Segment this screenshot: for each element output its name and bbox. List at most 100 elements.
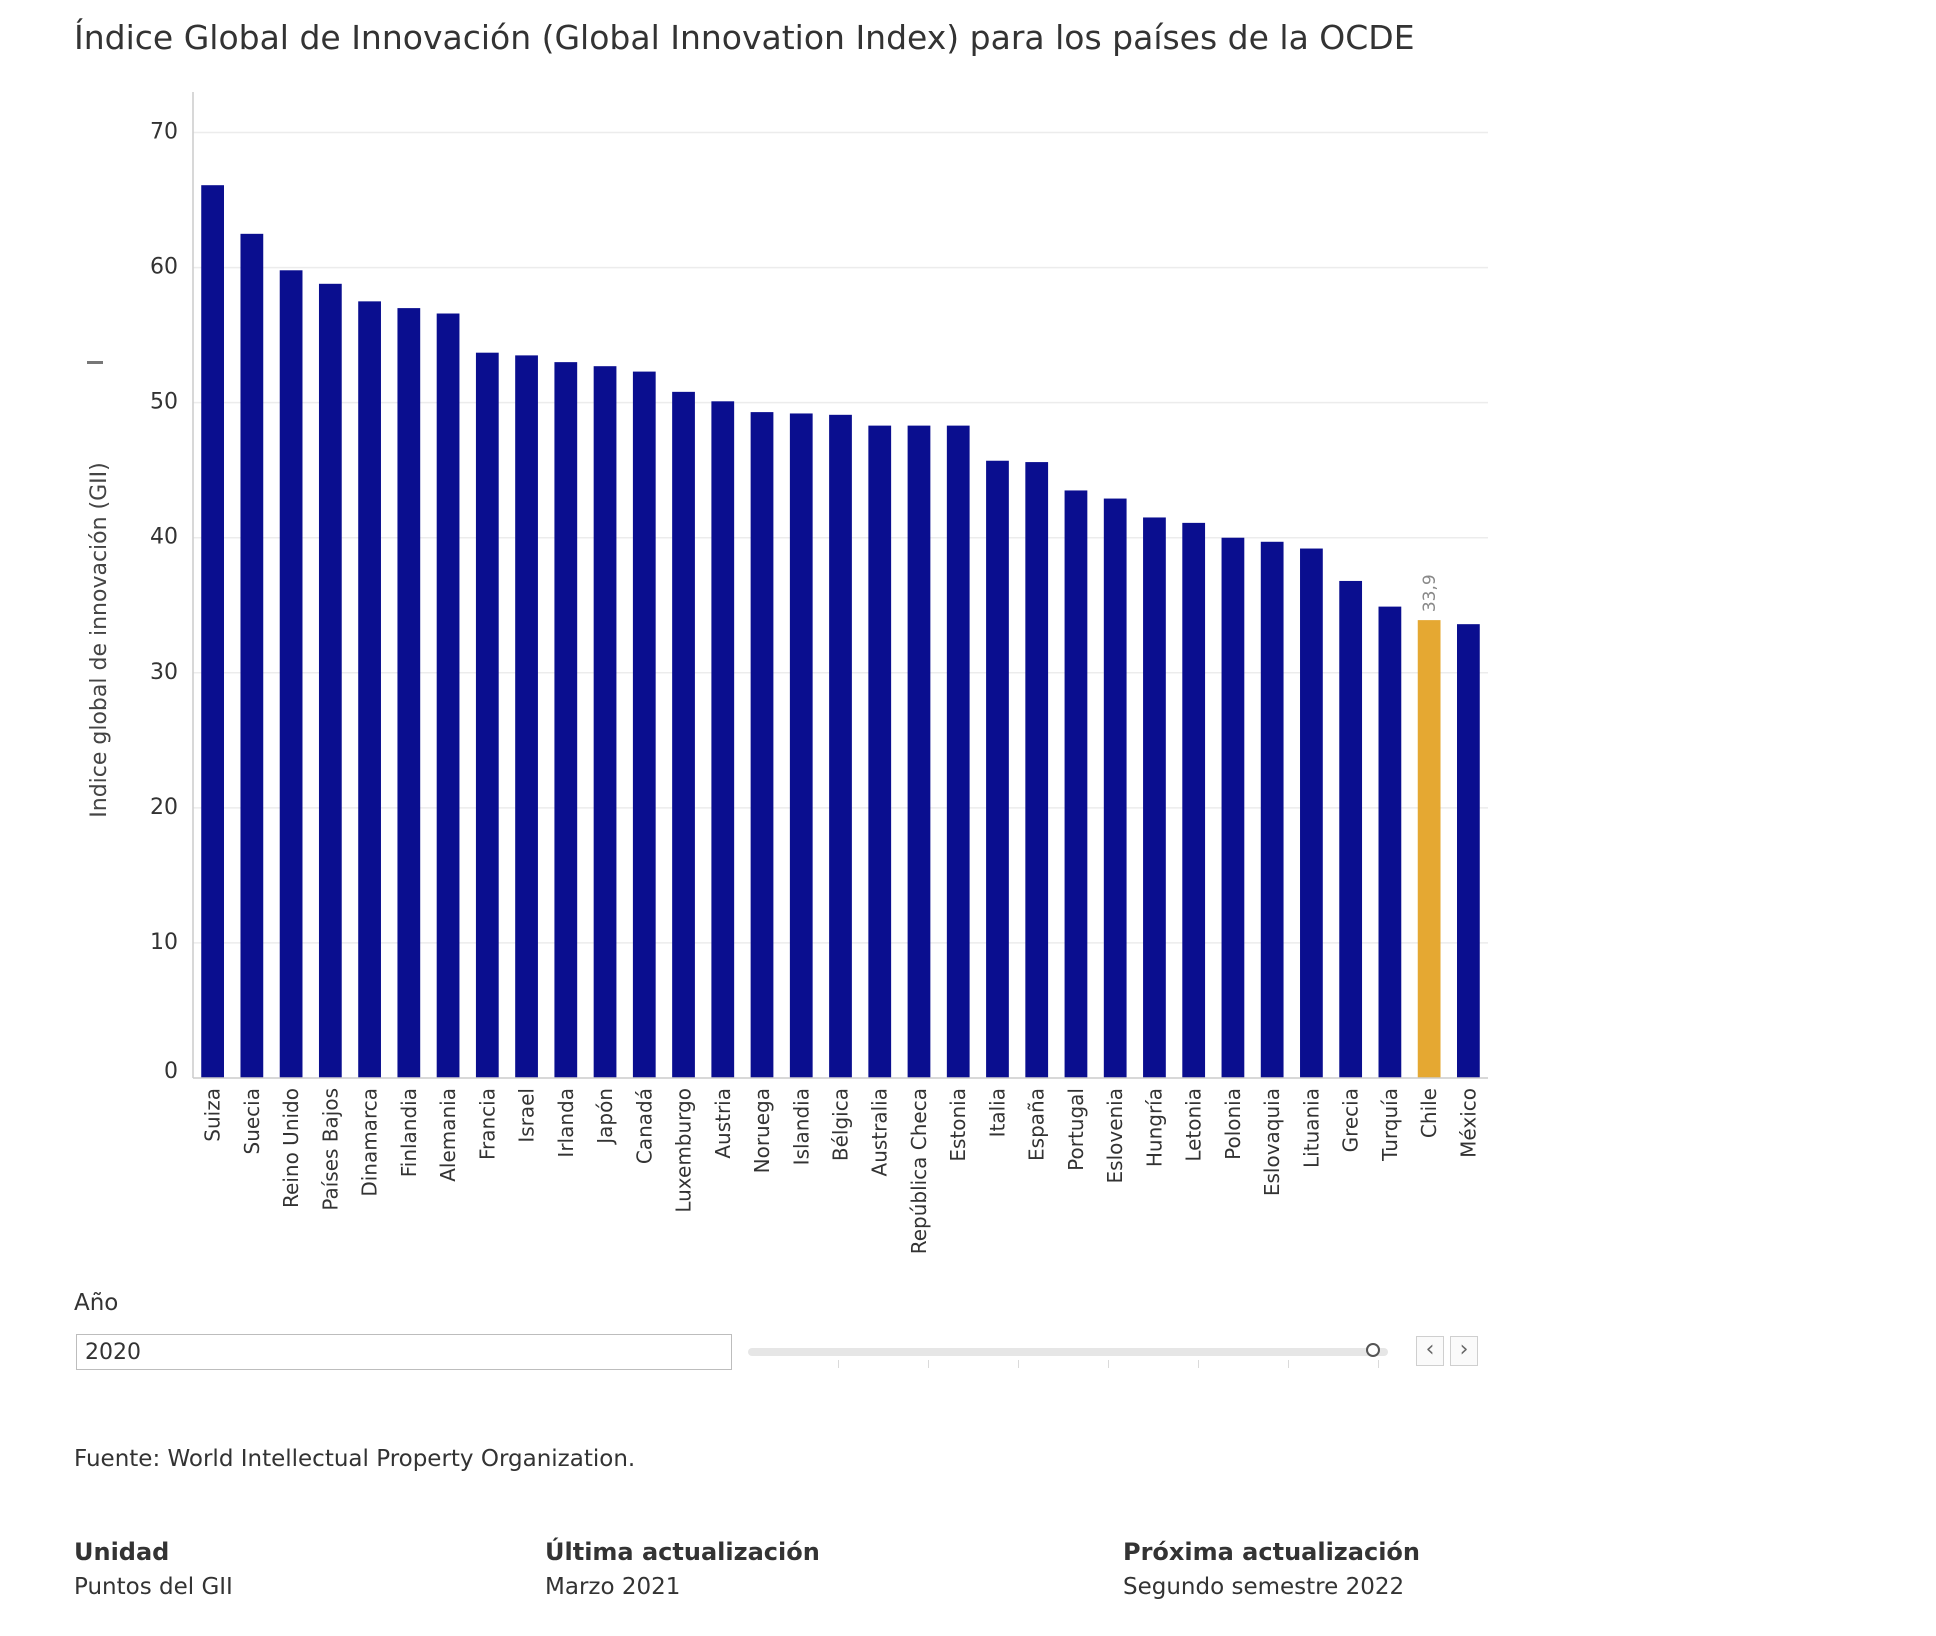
category-label: Dinamarca — [358, 1088, 382, 1197]
year-slider-tick — [1288, 1360, 1289, 1368]
year-slider-track[interactable] — [748, 1348, 1388, 1356]
data-label: 33,9 — [1420, 574, 1440, 612]
category-label: Lituania — [1299, 1088, 1323, 1168]
bar-estonia[interactable] — [946, 425, 970, 1079]
bar-lituania[interactable] — [1300, 548, 1323, 1078]
category-label: Países Bajos — [318, 1088, 342, 1211]
category-label: Alemania — [436, 1088, 460, 1182]
bar-turquía[interactable] — [1378, 606, 1402, 1078]
bar-austria[interactable] — [711, 401, 735, 1078]
year-input[interactable]: 2020 — [76, 1334, 732, 1370]
category-label: Finlandia — [397, 1088, 421, 1177]
category-label: Australia — [868, 1088, 892, 1176]
bar-israel[interactable] — [515, 355, 538, 1079]
year-slider-tick — [1108, 1360, 1109, 1368]
category-label: República Checa — [907, 1088, 931, 1254]
category-label: Italia — [985, 1088, 1009, 1137]
unit-value: Puntos del GII — [74, 1574, 233, 1600]
year-slider-control: Año 2020 ‹ › — [74, 1290, 1478, 1400]
bar-finlandia[interactable] — [397, 308, 421, 1078]
y-axis-title: Indice global de innovación (GII) — [87, 462, 112, 817]
chart-menu-icon[interactable] — [87, 361, 103, 364]
category-label: Estonia — [946, 1088, 970, 1162]
bar-chile[interactable] — [1417, 620, 1441, 1078]
bar-eslovenia[interactable] — [1103, 498, 1127, 1078]
category-labels: Suiza Suecia Reino Unido Países Bajos Dinama… — [201, 1088, 1481, 1254]
bar-méxico[interactable] — [1456, 624, 1480, 1078]
next-update-block: Próxima actualización Segundo semestre 2… — [1123, 1538, 1420, 1600]
last-update-label: Última actualización — [545, 1538, 820, 1566]
y-tick-label: 30 — [150, 660, 178, 685]
category-label: Israel — [515, 1088, 539, 1143]
category-label: Austria — [711, 1088, 735, 1159]
bar-canadá[interactable] — [632, 371, 656, 1078]
year-slider-thumb[interactable] — [1366, 1343, 1380, 1357]
bar-países-bajos[interactable] — [318, 283, 342, 1079]
bar-islandia[interactable] — [789, 413, 813, 1078]
category-label: Francia — [475, 1088, 499, 1160]
bar-suiza[interactable] — [201, 185, 225, 1078]
bar-república-checa[interactable] — [907, 425, 931, 1079]
data-labels: 33,9 — [1420, 574, 1440, 612]
next-update-label: Próxima actualización — [1123, 1538, 1420, 1566]
y-tick-label: 70 — [150, 120, 178, 145]
y-tick-label: 0 — [164, 1059, 178, 1084]
category-label: Chile — [1417, 1088, 1441, 1138]
bar-grecia[interactable] — [1339, 580, 1363, 1078]
last-update-value: Marzo 2021 — [545, 1574, 681, 1600]
year-slider-tick — [1378, 1360, 1379, 1368]
unit-block: Unidad Puntos del GII — [74, 1538, 233, 1600]
y-tick-label: 60 — [150, 255, 178, 280]
bar-bélgica[interactable] — [829, 414, 852, 1078]
bar-chart: 0 10 20 30 40 50 60 70 Suiza Suecia Reino Unido Pa… — [87, 92, 1488, 1254]
category-label: Eslovenia — [1103, 1088, 1127, 1183]
category-label: Hungría — [1142, 1088, 1166, 1167]
bar-dinamarca[interactable] — [358, 301, 381, 1078]
chart-title: Índice Global de Innovación (Global Inno… — [74, 18, 1415, 57]
bar-australia[interactable] — [868, 425, 892, 1079]
bar-españa[interactable] — [1025, 462, 1049, 1079]
category-label: Islandia — [789, 1088, 813, 1165]
category-label: Bélgica — [829, 1088, 853, 1161]
category-label: Portugal — [1064, 1088, 1088, 1171]
year-slider-tick — [1018, 1360, 1019, 1368]
year-slider-tick — [928, 1360, 929, 1368]
menu-icon-bar — [97, 361, 103, 364]
category-label: Eslovaquia — [1260, 1088, 1284, 1196]
category-label: España — [1025, 1088, 1049, 1161]
bar-francia[interactable] — [475, 352, 499, 1078]
category-label: Reino Unido — [279, 1088, 303, 1208]
category-label: Canadá — [632, 1088, 656, 1164]
category-label: Letonia — [1182, 1088, 1206, 1162]
bar-letonia[interactable] — [1182, 522, 1206, 1078]
bar-noruega[interactable] — [750, 412, 774, 1079]
category-label: Luxemburgo — [672, 1088, 696, 1213]
bars — [201, 185, 1480, 1079]
bar-hungría[interactable] — [1143, 517, 1166, 1078]
y-tick-label: 40 — [150, 525, 178, 550]
y-tick-label: 20 — [150, 795, 178, 820]
chevron-left-icon: ‹ — [1425, 1337, 1435, 1362]
bar-alemania[interactable] — [436, 313, 460, 1078]
category-label: Suiza — [201, 1088, 225, 1142]
y-tick-label: 10 — [150, 930, 178, 955]
category-label: Japón — [593, 1088, 617, 1146]
prev-year-button[interactable]: ‹ — [1416, 1336, 1444, 1366]
bar-polonia[interactable] — [1221, 537, 1245, 1078]
year-slider-tick — [838, 1360, 839, 1368]
category-label: Polonia — [1221, 1088, 1245, 1160]
year-label: Año — [74, 1290, 119, 1316]
year-slider-tick — [1198, 1360, 1199, 1368]
category-label: Grecia — [1339, 1088, 1363, 1152]
bar-irlanda[interactable] — [554, 362, 578, 1079]
category-label: Turquía — [1378, 1088, 1402, 1162]
category-label: Suecia — [240, 1088, 264, 1154]
bar-suecia[interactable] — [240, 233, 264, 1079]
bar-luxemburgo[interactable] — [672, 391, 695, 1078]
bar-reino-unido[interactable] — [279, 270, 303, 1078]
bar-japón[interactable] — [593, 366, 617, 1078]
bar-eslovaquia[interactable] — [1260, 541, 1284, 1078]
next-year-button[interactable]: › — [1450, 1336, 1478, 1366]
bar-portugal[interactable] — [1064, 490, 1088, 1079]
bar-italia[interactable] — [986, 460, 1009, 1078]
